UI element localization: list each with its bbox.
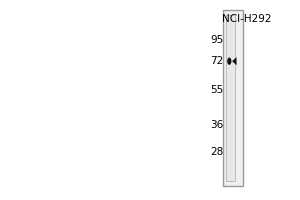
Text: 72: 72 <box>210 56 224 66</box>
Text: 95: 95 <box>210 35 224 45</box>
Text: NCI-H292: NCI-H292 <box>222 14 272 24</box>
Bar <box>223 10 243 186</box>
Text: 55: 55 <box>210 85 224 95</box>
Text: 28: 28 <box>210 147 224 157</box>
Polygon shape <box>232 57 236 65</box>
Ellipse shape <box>227 58 231 65</box>
Text: 36: 36 <box>210 120 224 130</box>
Bar <box>226 15 235 181</box>
